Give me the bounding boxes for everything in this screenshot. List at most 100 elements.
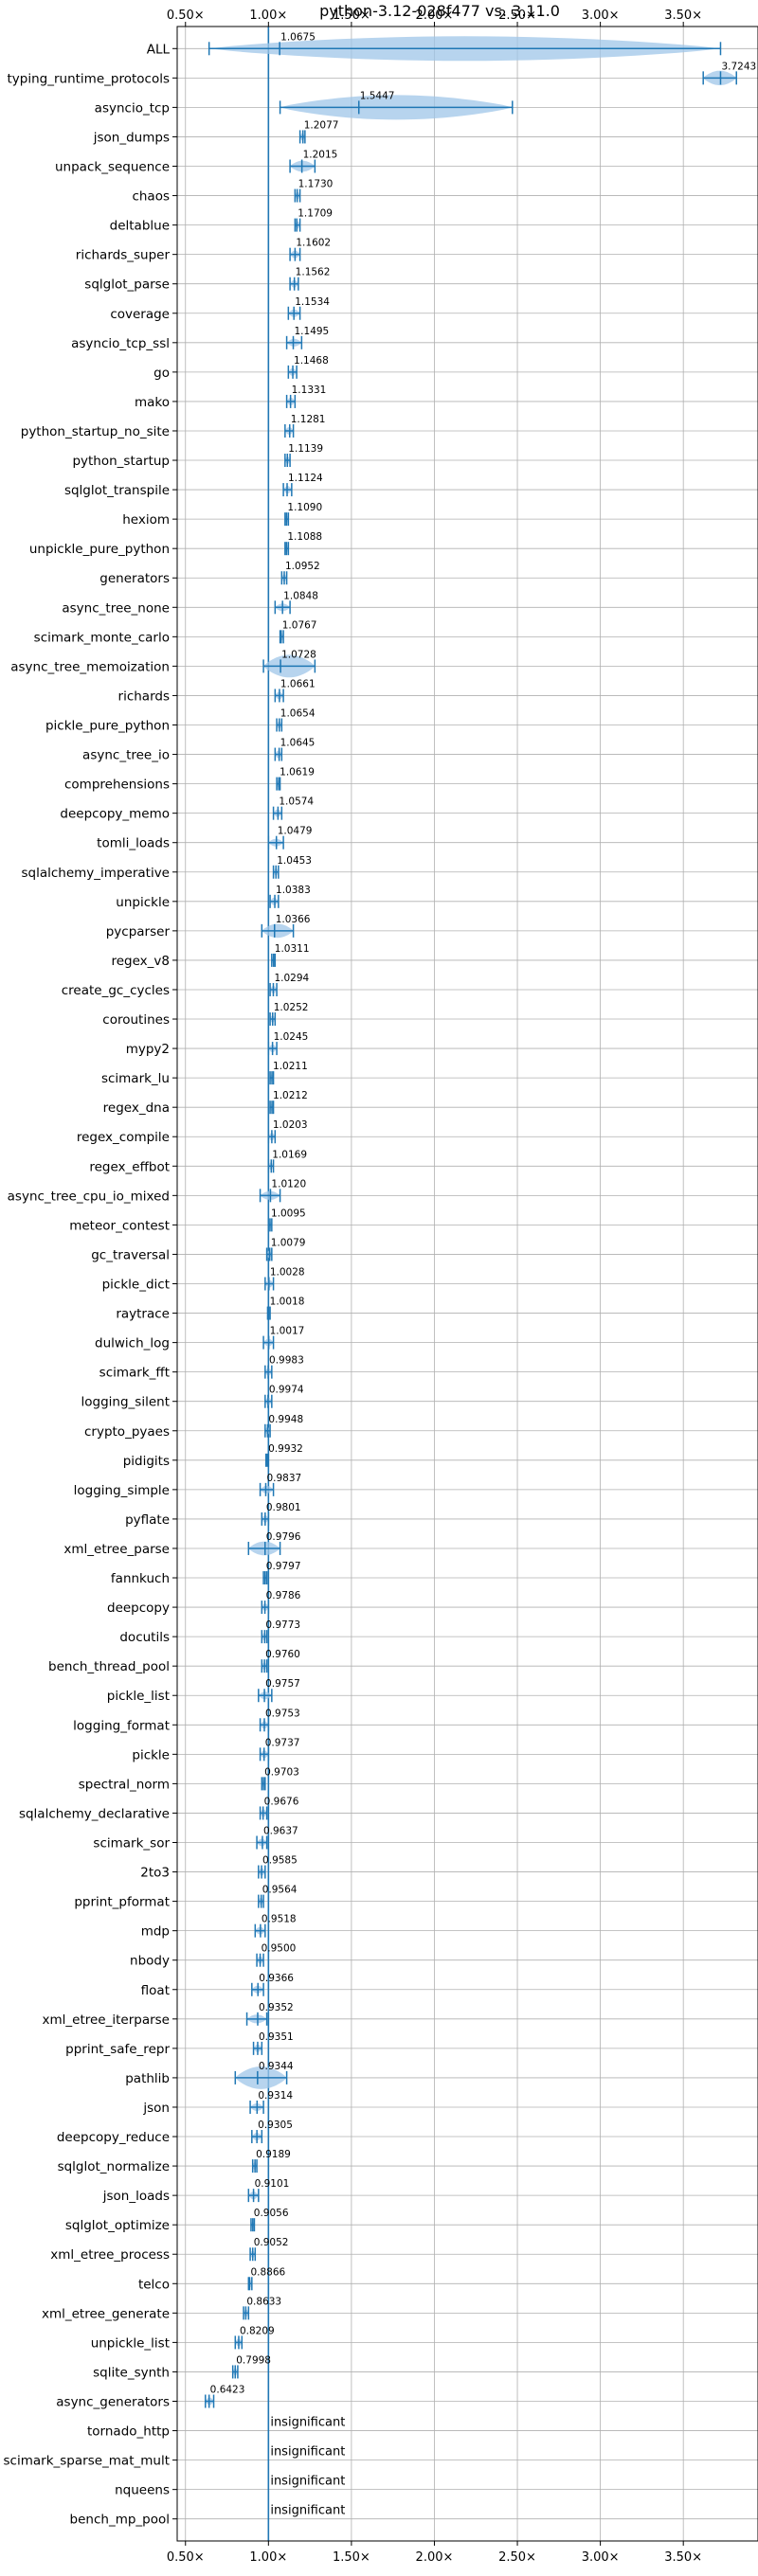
value-label: 1.5447: [360, 90, 395, 101]
benchmark-label: asyncio_tcp: [95, 100, 170, 116]
x-tick-label-top: 1.50×: [333, 9, 370, 23]
value-label: 1.0311: [275, 943, 310, 955]
benchmark-label: scimark_lu: [101, 1071, 170, 1086]
benchmark-label: nbody: [130, 1954, 170, 1969]
value-label: 0.9757: [265, 1678, 300, 1690]
benchmark-label: async_tree_io: [82, 748, 170, 763]
value-label: 1.0654: [280, 708, 316, 720]
value-label: 1.0294: [274, 973, 309, 984]
x-tick-label-bottom: 2.50×: [498, 2550, 536, 2565]
insignificant-label: insignificant: [270, 2445, 345, 2460]
benchmark-label: scimark_sor: [93, 1836, 170, 1852]
value-label: 1.0252: [274, 1002, 309, 1013]
benchmark-label: docutils: [119, 1630, 170, 1645]
value-label: 1.0952: [285, 561, 320, 572]
benchmark-label: json_dumps: [93, 130, 170, 145]
value-label: 1.0017: [270, 1326, 305, 1337]
benchmark-label: 2to3: [140, 1866, 170, 1881]
value-label: 0.6423: [210, 2385, 245, 2396]
value-label: 0.8633: [246, 2296, 281, 2307]
benchmark-label: meteor_contest: [69, 1218, 170, 1233]
value-label: 1.0018: [270, 1297, 305, 1308]
x-tick-label-top: 2.00×: [416, 9, 454, 23]
x-tick-label-bottom: 3.00×: [582, 2550, 620, 2565]
benchmark-label: coverage: [110, 307, 170, 322]
benchmark-label: sqlglot_normalize: [58, 2159, 170, 2174]
benchmark-label: async_tree_memoization: [10, 659, 170, 674]
benchmark-label: json: [142, 2101, 170, 2116]
benchmark-label: pickle_dict: [102, 1278, 170, 1293]
value-label: 1.1602: [296, 238, 331, 249]
value-label: 1.1088: [287, 531, 322, 543]
benchmark-label: go: [153, 366, 170, 381]
benchmark-label: fannkuch: [111, 1571, 170, 1586]
benchmark-label: telco: [138, 2277, 170, 2292]
benchmark-label: typing_runtime_protocols: [8, 71, 171, 86]
grid-layer: [172, 22, 758, 2546]
value-label: 1.0120: [271, 1178, 306, 1190]
value-label: 1.2077: [304, 119, 339, 131]
benchmark-label: tornado_http: [87, 2424, 170, 2440]
plot-frame: [176, 26, 758, 2542]
benchmark-label: logging_simple: [74, 1483, 170, 1498]
value-label: 1.0661: [280, 678, 316, 689]
value-label: 1.0095: [271, 1208, 306, 1219]
x-tick-label-top: 0.50×: [167, 9, 205, 23]
benchmark-label: deepcopy_reduce: [57, 2130, 170, 2145]
x-tick-label-bottom: 0.50×: [167, 2550, 205, 2565]
benchmark-label: comprehensions: [64, 778, 170, 793]
value-label: 0.9773: [265, 1619, 300, 1631]
value-label: 1.0211: [273, 1061, 308, 1072]
benchmark-label: crypto_pyaes: [84, 1424, 170, 1440]
value-label: 1.1090: [287, 502, 322, 513]
value-label: 1.0203: [273, 1119, 308, 1131]
benchmark-label: sqlalchemy_declarative: [19, 1806, 170, 1821]
value-label: 1.0675: [280, 31, 316, 43]
value-label: 1.0028: [270, 1267, 305, 1279]
value-label: 1.1562: [296, 267, 331, 278]
value-label: 0.9737: [265, 1737, 300, 1748]
value-label: 1.1281: [291, 414, 326, 425]
value-label: 0.9352: [259, 2002, 294, 2013]
benchmark-label: python_startup: [72, 454, 170, 469]
x-tick-label-top: 3.50×: [664, 9, 702, 23]
value-label: 0.9797: [266, 1561, 301, 1572]
value-label: 0.9760: [265, 1649, 300, 1660]
value-label: 1.1468: [294, 355, 329, 367]
value-label: 1.0366: [276, 914, 311, 925]
value-label: 0.9314: [258, 2090, 293, 2102]
insignificant-label: insignificant: [270, 2416, 345, 2430]
x-tick-label-top: 1.00×: [249, 9, 287, 23]
benchmark-label: unpickle_pure_python: [29, 542, 170, 557]
value-label: 1.1331: [292, 385, 327, 396]
value-label: 0.9305: [258, 2120, 293, 2131]
value-label: 1.0453: [277, 855, 312, 867]
benchmark-label: python_startup_no_site: [21, 424, 170, 439]
benchmark-label: xml_etree_parse: [63, 1542, 170, 1557]
benchmark-label: xml_etree_generate: [42, 2306, 170, 2321]
value-label: 0.9637: [263, 1826, 298, 1837]
benchmark-label: deepcopy: [107, 1601, 170, 1616]
x-tick-label-bottom: 1.00×: [249, 2550, 287, 2565]
benchmark-label: spectral_norm: [79, 1777, 170, 1792]
value-label: 0.9753: [265, 1708, 300, 1719]
value-label: 0.9932: [268, 1443, 303, 1455]
benchmark-label: sqlite_synth: [93, 2365, 170, 2380]
x-tick-label-top: 2.50×: [498, 9, 536, 23]
benchmark-label: unpickle_list: [91, 2335, 170, 2351]
benchmark-label: hexiom: [122, 512, 170, 528]
benchmark-label: mdp: [141, 1924, 170, 1940]
value-label: 0.9703: [264, 1766, 299, 1778]
x-tick-label-top: 3.00×: [582, 9, 620, 23]
benchmark-label: xml_etree_iterparse: [43, 2012, 171, 2028]
benchmark-label: pyflate: [125, 1512, 170, 1528]
benchmark-label: nqueens: [115, 2483, 170, 2498]
value-label: 0.9518: [262, 1914, 297, 1925]
value-label: 0.9500: [262, 1943, 297, 1955]
labels-layer: 0.50× 0.50× 1.00× 1.00× 1.50× 1.50× 2.00× 2.00×…: [4, 9, 757, 2565]
x-tick-label-bottom: 2.00×: [416, 2550, 454, 2565]
value-label: 1.1139: [288, 443, 323, 455]
benchmark-label: float: [141, 1983, 170, 1998]
value-label: 0.9101: [255, 2178, 290, 2190]
